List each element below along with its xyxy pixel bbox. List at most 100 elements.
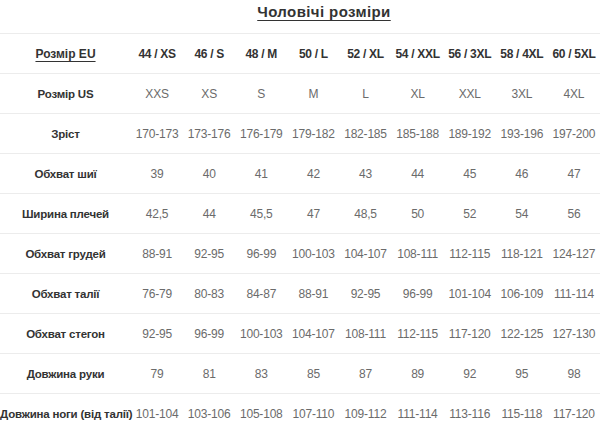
size-value-cell: 96-99 — [235, 234, 287, 274]
size-header-cell: 56 / 3XL — [444, 34, 496, 74]
size-value-cell: 47 — [548, 154, 600, 194]
size-chart-table: Розмір EU 44 / XS 46 / S 48 / M 50 / L 5… — [0, 33, 600, 428]
size-value-cell: 41 — [235, 154, 287, 194]
size-value-cell: 84-87 — [235, 274, 287, 314]
table-row-neck: Обхват шиї 39 40 41 42 43 44 45 46 47 — [0, 154, 600, 194]
size-value-cell: 98 — [548, 354, 600, 394]
size-value-cell: 104-107 — [287, 314, 339, 354]
size-value-cell: 76-79 — [131, 274, 183, 314]
size-value-cell: 100-103 — [287, 234, 339, 274]
size-value-cell: 4XL — [548, 74, 600, 114]
size-value-cell: 108-111 — [339, 314, 391, 354]
size-value-cell: S — [235, 74, 287, 114]
size-value-cell: 103-106 — [183, 394, 235, 428]
table-row-arm-length: Довжина руки 79 81 83 85 87 89 92 95 98 — [0, 354, 600, 394]
men-sizes-title-link[interactable]: Чоловічі розміри — [257, 3, 391, 20]
size-value-cell: 109-112 — [339, 394, 391, 428]
size-value-cell: 106-109 — [496, 274, 548, 314]
size-eu-link[interactable]: Розмір EU — [35, 47, 95, 61]
size-value-cell: 122-125 — [496, 314, 548, 354]
size-value-cell: 92-95 — [183, 234, 235, 274]
size-header-cell: 50 / L — [287, 34, 339, 74]
size-value-cell: 44 — [392, 154, 444, 194]
table-row-leg-length: Довжина ноги (від талії) 101-104 103-106… — [0, 394, 600, 428]
header-label-cell: Розмір EU — [0, 34, 131, 74]
page-title: Чоловічі розміри — [24, 2, 600, 21]
size-value-cell: XL — [392, 74, 444, 114]
size-value-cell: L — [339, 74, 391, 114]
size-value-cell: 179-182 — [287, 114, 339, 154]
size-value-cell: 112-115 — [392, 314, 444, 354]
size-value-cell: XXS — [131, 74, 183, 114]
size-header-cell: 48 / M — [235, 34, 287, 74]
size-value-cell: 107-110 — [287, 394, 339, 428]
size-value-cell: 45 — [444, 154, 496, 194]
size-value-cell: 127-130 — [548, 314, 600, 354]
size-value-cell: 193-196 — [496, 114, 548, 154]
size-value-cell: 88-91 — [287, 274, 339, 314]
size-value-cell: XXL — [444, 74, 496, 114]
table-row-size-us: Розмір US XXS XS S M L XL XXL 3XL 4XL — [0, 74, 600, 114]
size-value-cell: XS — [183, 74, 235, 114]
size-header-cell: 58 / 4XL — [496, 34, 548, 74]
size-value-cell: 115-118 — [496, 394, 548, 428]
header-row: Розмір EU 44 / XS 46 / S 48 / M 50 / L 5… — [0, 34, 600, 74]
size-value-cell: 96-99 — [183, 314, 235, 354]
row-label: Обхват шиї — [0, 154, 131, 194]
row-label: Розмір US — [0, 74, 131, 114]
size-value-cell: 118-121 — [496, 234, 548, 274]
size-value-cell: 52 — [444, 194, 496, 234]
size-value-cell: 39 — [131, 154, 183, 194]
size-value-cell: 79 — [131, 354, 183, 394]
size-value-cell: 117-120 — [444, 314, 496, 354]
size-value-cell: 95 — [496, 354, 548, 394]
size-value-cell: 42 — [287, 154, 339, 194]
size-header-cell: 46 / S — [183, 34, 235, 74]
row-label: Довжина руки — [0, 354, 131, 394]
size-value-cell: 44 — [183, 194, 235, 234]
size-value-cell: 173-176 — [183, 114, 235, 154]
table-row-chest: Обхват грудей 88-91 92-95 96-99 100-103 … — [0, 234, 600, 274]
size-value-cell: M — [287, 74, 339, 114]
table-row-waist: Обхват талії 76-79 80-83 84-87 88-91 92-… — [0, 274, 600, 314]
size-value-cell: 83 — [235, 354, 287, 394]
size-value-cell: 3XL — [496, 74, 548, 114]
size-value-cell: 105-108 — [235, 394, 287, 428]
size-value-cell: 87 — [339, 354, 391, 394]
size-value-cell: 40 — [183, 154, 235, 194]
size-value-cell: 185-188 — [392, 114, 444, 154]
size-value-cell: 101-104 — [131, 394, 183, 428]
size-value-cell: 48,5 — [339, 194, 391, 234]
size-value-cell: 81 — [183, 354, 235, 394]
size-value-cell: 117-120 — [548, 394, 600, 428]
size-value-cell: 108-111 — [392, 234, 444, 274]
size-value-cell: 176-179 — [235, 114, 287, 154]
size-value-cell: 182-185 — [339, 114, 391, 154]
size-header-cell: 44 / XS — [131, 34, 183, 74]
size-value-cell: 50 — [392, 194, 444, 234]
row-label: Ширина плечей — [0, 194, 131, 234]
row-label: Обхват талії — [0, 274, 131, 314]
size-value-cell: 54 — [496, 194, 548, 234]
row-label: Довжина ноги (від талії) — [0, 394, 131, 428]
size-value-cell: 104-107 — [339, 234, 391, 274]
size-value-cell: 112-115 — [444, 234, 496, 274]
size-header-cell: 52 / XL — [339, 34, 391, 74]
size-value-cell: 88-91 — [131, 234, 183, 274]
size-value-cell: 113-116 — [444, 394, 496, 428]
size-value-cell: 170-173 — [131, 114, 183, 154]
size-value-cell: 42,5 — [131, 194, 183, 234]
size-header-cell: 60 / 5XL — [548, 34, 600, 74]
size-value-cell: 197-200 — [548, 114, 600, 154]
size-value-cell: 85 — [287, 354, 339, 394]
size-value-cell: 92-95 — [339, 274, 391, 314]
size-value-cell: 43 — [339, 154, 391, 194]
size-value-cell: 111-114 — [548, 274, 600, 314]
size-value-cell: 101-104 — [444, 274, 496, 314]
size-value-cell: 80-83 — [183, 274, 235, 314]
row-label: Зріст — [0, 114, 131, 154]
size-value-cell: 89 — [392, 354, 444, 394]
size-value-cell: 56 — [548, 194, 600, 234]
size-value-cell: 92-95 — [131, 314, 183, 354]
size-value-cell: 96-99 — [392, 274, 444, 314]
